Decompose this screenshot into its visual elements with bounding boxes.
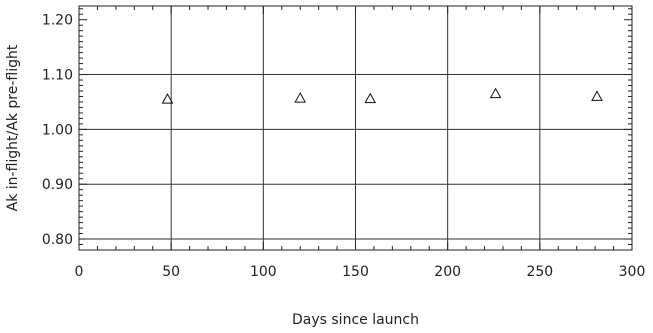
y-tick-label: 1.10	[42, 68, 73, 84]
x-tick-label: 150	[342, 264, 369, 280]
y-axis-title: Ak in-flight/Ak pre-flight	[5, 44, 21, 211]
y-tick-label: 1.00	[42, 122, 73, 138]
x-tick-label: 100	[250, 264, 277, 280]
data-points	[162, 89, 601, 103]
x-tick-label: 0	[75, 264, 84, 280]
y-tick-label: 0.80	[42, 232, 73, 248]
data-point-triangle	[491, 89, 501, 98]
x-tick-label: 50	[162, 264, 180, 280]
x-tick-label: 300	[619, 264, 646, 280]
data-point-triangle	[365, 94, 375, 103]
y-tick-label: 0.90	[42, 177, 73, 193]
data-point-triangle	[592, 91, 602, 100]
grid	[79, 6, 632, 250]
x-tick-label: 200	[434, 264, 461, 280]
x-axis-title: Days since launch	[292, 312, 419, 328]
y-tick-label: 1.20	[42, 13, 73, 29]
x-tick-label: 250	[526, 264, 553, 280]
data-point-triangle	[295, 93, 305, 102]
